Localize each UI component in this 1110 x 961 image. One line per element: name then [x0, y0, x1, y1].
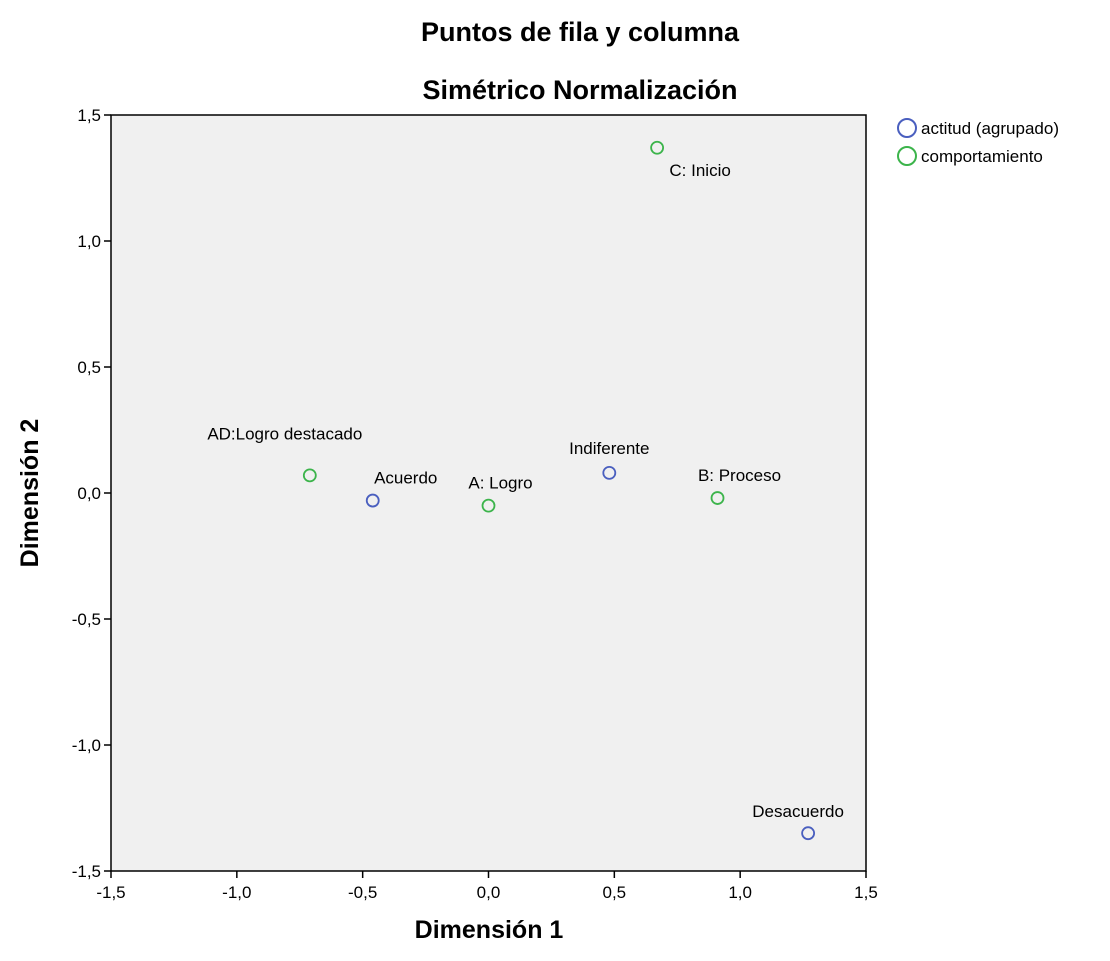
- point-label: Acuerdo: [374, 469, 437, 488]
- data-point: [481, 498, 496, 513]
- x-tick-label: 0,0: [477, 883, 501, 902]
- data-point: [365, 493, 380, 508]
- y-tick-label: -1,0: [72, 736, 101, 755]
- data-point: [801, 826, 816, 841]
- point-label: Indiferente: [569, 439, 649, 458]
- data-point: [602, 465, 617, 480]
- y-axis: -1,5 -1,0 -0,5 0,0 0,5 1,0 1,5: [72, 106, 111, 881]
- x-tick-label: -0,5: [348, 883, 377, 902]
- y-tick-label: -1,5: [72, 862, 101, 881]
- data-point: [710, 491, 725, 505]
- data-point: [302, 468, 317, 483]
- chart-subtitle: Simétrico Normalización: [422, 75, 737, 105]
- legend-marker: [897, 146, 917, 166]
- x-tick-label: 1,5: [854, 883, 878, 902]
- y-tick-label: 0,0: [77, 484, 101, 503]
- x-tick-label: 0,5: [603, 883, 627, 902]
- x-tick-label: -1,5: [96, 883, 125, 902]
- x-tick-label: -1,0: [222, 883, 251, 902]
- chart-title: Puntos de fila y columna: [421, 17, 740, 47]
- plot-area: [110, 114, 867, 872]
- point-label: AD:Logro destacado: [207, 424, 362, 443]
- point-label: B: Proceso: [698, 466, 781, 485]
- y-axis-title: Dimensión 2: [16, 419, 44, 568]
- legend-label: comportamiento: [921, 147, 1043, 166]
- y-tick-label: 0,5: [77, 358, 101, 377]
- x-axis-title: Dimensión 1: [415, 916, 564, 944]
- point-label: Desacuerdo: [752, 802, 844, 821]
- y-tick-label: 1,0: [77, 232, 101, 251]
- legend: actitud (agrupado) comportamiento: [897, 118, 1059, 166]
- x-axis: -1,5 -1,0 -0,5 0,0 0,5 1,0 1,5: [96, 871, 878, 902]
- data-point: [650, 140, 665, 155]
- legend-marker: [897, 118, 917, 138]
- legend-label: actitud (agrupado): [921, 119, 1059, 138]
- data-points: Acuerdo Indiferente Desacuerdo AD:Logro des…: [207, 140, 844, 841]
- point-label: C: Inicio: [669, 161, 730, 180]
- y-tick-label: 1,5: [77, 106, 101, 125]
- point-label: A: Logro: [468, 474, 532, 493]
- x-tick-label: 1,0: [728, 883, 752, 902]
- y-tick-label: -0,5: [72, 610, 101, 629]
